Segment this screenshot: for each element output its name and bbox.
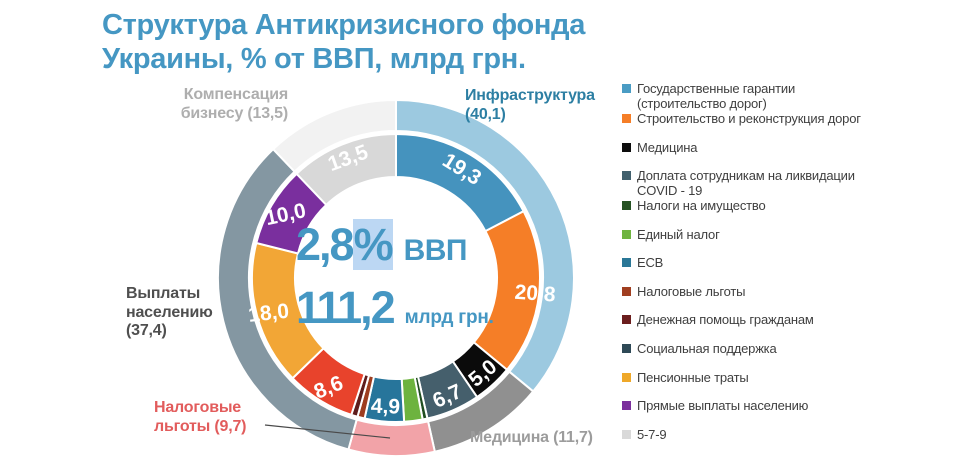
total-value: 111,2 xyxy=(296,282,396,333)
legend-item-label: Денежная помощь гражданам xyxy=(637,312,814,328)
legend-item-label: Налоговые льготы xyxy=(637,283,746,299)
legend-swatch-icon xyxy=(622,229,631,239)
legend-item-label: Доплата сотрудникам на ликвидации COVID … xyxy=(637,168,855,198)
gdp-value: 2,8 xyxy=(296,219,355,270)
tax-label-leader-line xyxy=(264,424,391,439)
center-total-line: 111,2 млрд грн. xyxy=(296,285,494,330)
legend-swatch-icon xyxy=(622,401,631,411)
donut-segment xyxy=(295,132,397,207)
legend-item: Строительство и реконструкция дорог xyxy=(622,112,970,127)
callout-infrastructure: Инфраструктура (40,1) xyxy=(465,87,595,123)
legend-item: Государственные гарантии (строительство … xyxy=(622,81,970,111)
legend-item-label: Налоги на имущество xyxy=(637,198,766,214)
callout-payments: Выплаты населению (37,4) xyxy=(126,285,213,340)
legend-swatch-icon xyxy=(622,344,631,354)
legend-item-label: ЕСВ xyxy=(637,255,664,271)
legend-item-label: Строительство и реконструкция дорог xyxy=(637,111,861,127)
legend-item-label: Единый налог xyxy=(637,226,720,242)
legend-swatch-icon xyxy=(622,201,631,211)
legend-item: Единый налог xyxy=(622,226,970,243)
legend-swatch-icon xyxy=(622,286,631,296)
legend-item-label: Социальная поддержка xyxy=(637,341,777,357)
gdp-unit-label: ВВП xyxy=(403,234,468,267)
legend-item: Социальная поддержка xyxy=(622,341,970,357)
legend-swatch-icon xyxy=(622,171,631,181)
legend-item: Медицина xyxy=(622,139,970,156)
legend-item: Денежная помощь гражданам xyxy=(622,313,970,328)
legend-swatch-icon xyxy=(622,84,631,93)
outer-ring-segment xyxy=(347,418,437,457)
callout-tax-benefits: Налоговые льготы (9,7) xyxy=(154,399,247,435)
percent-sign-highlight: % xyxy=(352,219,394,270)
legend-item: Прямые выплаты населению xyxy=(622,399,970,414)
legend-item: Налоговые льготы xyxy=(622,283,970,300)
legend-item-label: Прямые выплаты населению xyxy=(637,398,809,414)
legend-item: 5-7-9 xyxy=(622,426,970,443)
callout-medicine: Медицина (11,7) xyxy=(470,429,593,446)
callout-compensation: Компенсация бизнесу (13,5) xyxy=(180,86,288,122)
legend-swatch-icon xyxy=(622,142,631,152)
total-unit-label: млрд грн. xyxy=(404,307,494,328)
donut-chart: 19,320,85,06,74,98,618,010,013,5 xyxy=(216,98,575,457)
legend-item-label: Государственные гарантии (строительство … xyxy=(637,81,796,111)
legend-item: Налоги на имущество xyxy=(622,199,970,214)
segment-value-label: 20,8 xyxy=(514,281,557,307)
center-gdp-line: 2,8% ВВП xyxy=(296,219,468,270)
segment-value-label: 18,0 xyxy=(247,300,290,327)
legend-swatch-icon xyxy=(622,372,631,382)
legend: Государственные гарантии (строительство … xyxy=(622,81,970,456)
legend-item: ЕСВ xyxy=(622,256,970,271)
chart-title: Структура Антикризисного фонда Украины, … xyxy=(102,9,586,76)
legend-swatch-icon xyxy=(622,429,631,439)
segment-value-label: 4,9 xyxy=(370,395,400,419)
legend-item-label: Медицина xyxy=(637,139,698,155)
legend-swatch-icon xyxy=(622,315,631,325)
outer-ring-segment xyxy=(271,98,397,174)
legend-item: Пенсионные траты xyxy=(622,369,970,386)
legend-swatch-icon xyxy=(622,258,631,268)
legend-item-label: 5-7-9 xyxy=(637,426,667,442)
legend-item: Доплата сотрудникам на ликвидации COVID … xyxy=(622,168,970,198)
legend-swatch-icon xyxy=(622,114,631,124)
legend-item-label: Пенсионные траты xyxy=(637,369,749,385)
